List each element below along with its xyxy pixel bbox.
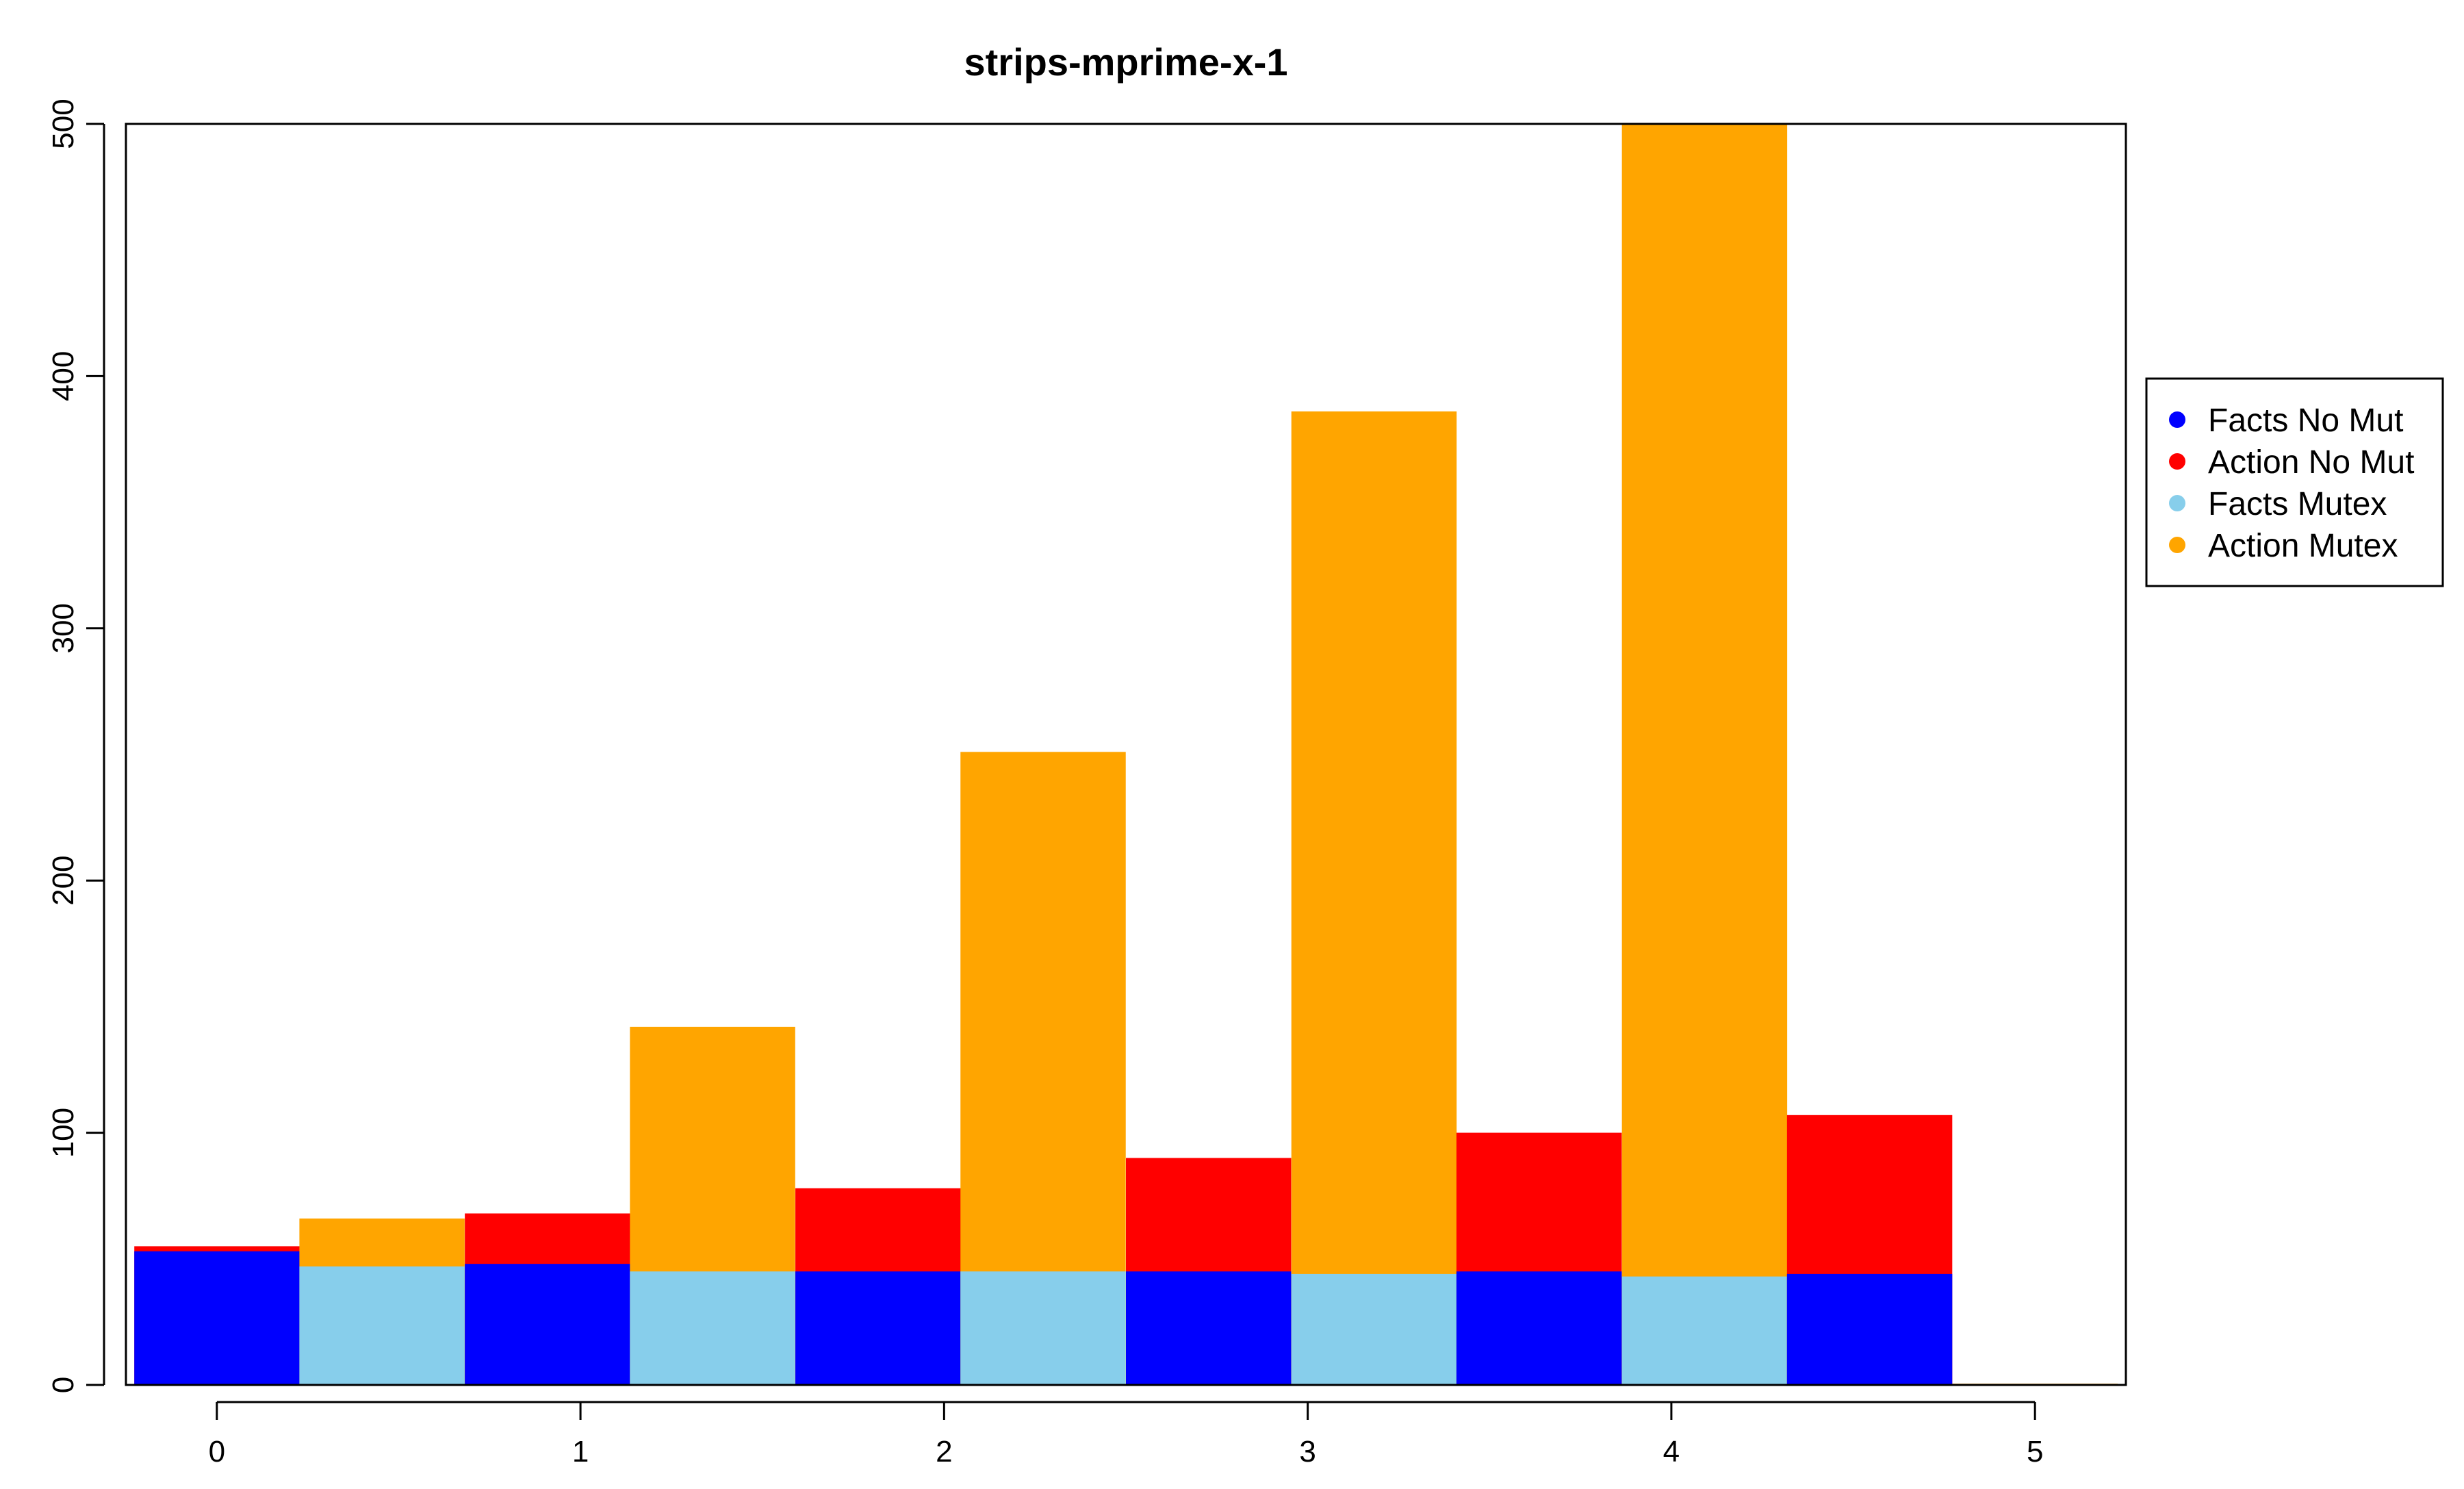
bar-action-7 (1291, 411, 1457, 1385)
y-tick-label-5: 500 (47, 99, 80, 149)
chart-title: strips-mprime-x-1 (964, 40, 1287, 84)
legend-label-1: Action No Mut (2208, 444, 2414, 481)
y-tick-label-1: 100 (47, 1108, 80, 1158)
legend-label-3: Action Mutex (2208, 528, 2398, 564)
bar-action-9 (1621, 124, 1788, 1385)
x-tick-label-2: 2 (936, 1435, 952, 1468)
plot-frame (125, 123, 2127, 1386)
bar-fact-5 (960, 1271, 1126, 1385)
bar-fact-6 (1126, 1271, 1292, 1385)
legend-marker-2 (2169, 495, 2185, 511)
bar-fact-2 (465, 1264, 630, 1385)
legend-marker-0 (2169, 411, 2185, 428)
y-tick-label-4: 400 (47, 351, 80, 401)
bar-fact-8 (1456, 1271, 1622, 1385)
x-tick-label-3: 3 (1299, 1435, 1316, 1468)
legend-box (2145, 377, 2444, 587)
legend: Facts No Mut Action No Mut Facts Mutex Acti… (2145, 377, 2444, 587)
legend-marker-3 (2169, 537, 2185, 553)
bar-fact-0 (134, 1251, 300, 1385)
legend-marker-1 (2169, 453, 2185, 470)
legend-label-2: Facts Mutex (2208, 486, 2387, 522)
bars-layer (134, 124, 2118, 1385)
x-tick-label-0: 0 (209, 1435, 225, 1468)
y-tick-label-2: 200 (47, 855, 80, 905)
y-axis: 0 100 200 300 400 500 (47, 99, 105, 1393)
bar-fact-1 (299, 1266, 465, 1385)
bar-fact-10 (1786, 1273, 1953, 1385)
x-tick-label-4: 4 (1663, 1435, 1680, 1468)
x-tick-label-1: 1 (572, 1435, 589, 1468)
x-tick-label-5: 5 (2027, 1435, 2043, 1468)
y-tick-label-0: 0 (47, 1377, 80, 1393)
bar-fact-3 (630, 1271, 795, 1385)
legend-label-0: Facts No Mut (2208, 403, 2403, 439)
bar-fact-4 (795, 1271, 961, 1385)
bar-fact-7 (1291, 1273, 1457, 1385)
y-tick-label-3: 300 (47, 603, 80, 653)
x-axis: 0 1 2 3 4 5 (209, 1401, 2043, 1468)
bar-fact-9 (1621, 1276, 1788, 1385)
